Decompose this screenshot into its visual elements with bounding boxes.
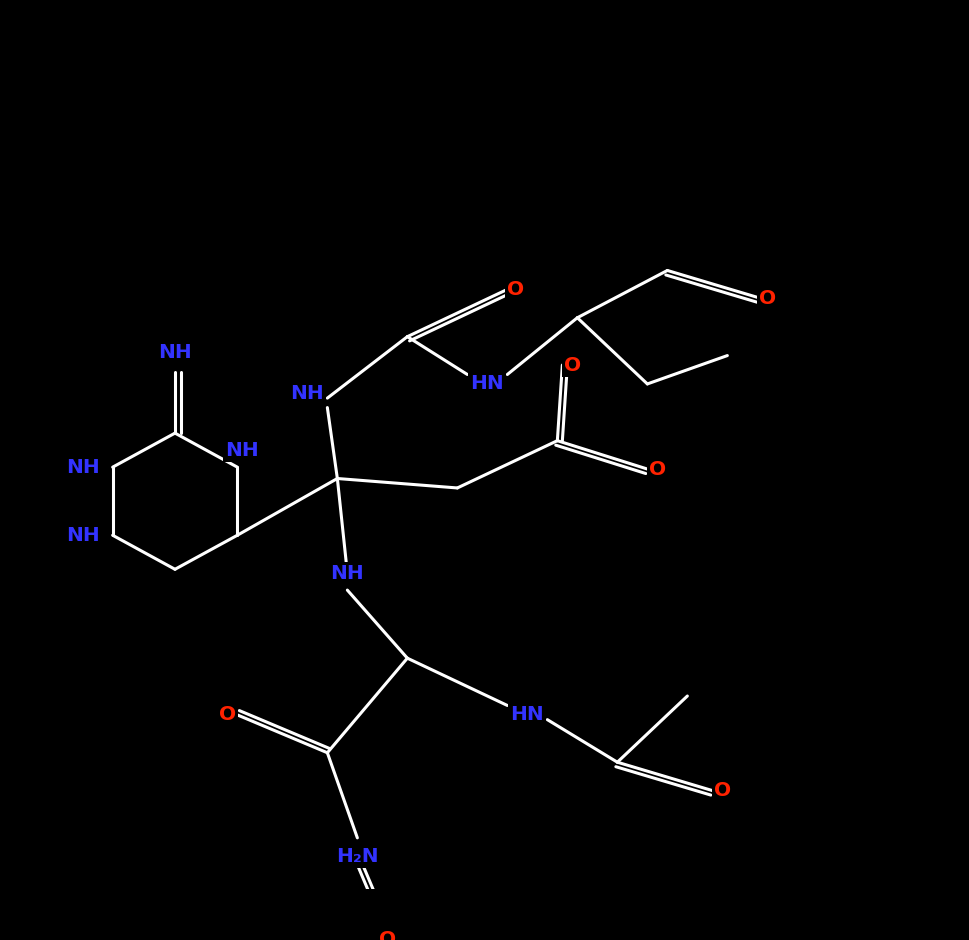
- Text: NH: NH: [291, 384, 325, 403]
- Text: NH: NH: [226, 441, 260, 460]
- Text: O: O: [564, 355, 581, 374]
- Text: O: O: [759, 290, 776, 308]
- Text: O: O: [714, 781, 731, 800]
- Text: NH: NH: [66, 525, 100, 545]
- Text: O: O: [379, 931, 396, 940]
- Text: NH: NH: [66, 458, 100, 477]
- Text: O: O: [219, 705, 235, 725]
- Text: H₂N: H₂N: [336, 847, 379, 867]
- Text: NH: NH: [330, 564, 364, 583]
- Text: O: O: [507, 280, 524, 299]
- Text: O: O: [649, 460, 666, 478]
- Text: HN: HN: [511, 705, 545, 725]
- Text: NH: NH: [158, 343, 192, 362]
- Text: HN: HN: [471, 374, 504, 394]
